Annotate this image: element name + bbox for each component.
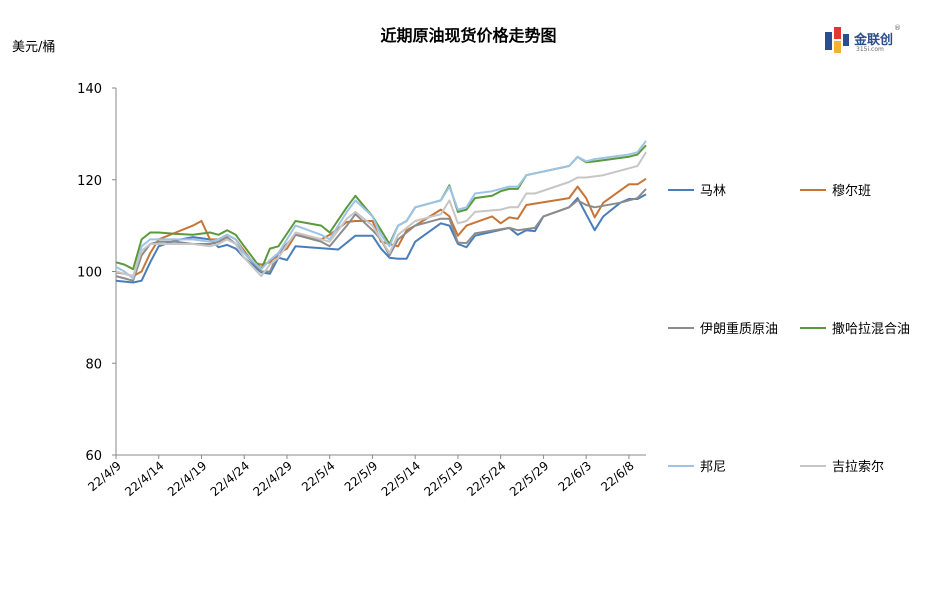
y-axis-unit-label: 美元/桶 (12, 40, 56, 55)
x-tick-label: 22/4/19 (165, 459, 209, 499)
y-tick-label: 80 (85, 357, 102, 372)
logo-mark-icon (825, 27, 849, 53)
logo-subtext: 315i.com (856, 46, 884, 53)
chart-title: 近期原油现货价格走势图 (380, 26, 557, 45)
brand-logo: 金联创 315i.com ® (822, 24, 906, 58)
x-tick-label: 22/6/8 (598, 459, 637, 495)
series-line-1 (115, 177, 647, 278)
legend-label-1: 穆尔班 (832, 184, 871, 199)
x-tick-label: 22/5/29 (507, 459, 551, 499)
y-tick-label: 100 (77, 266, 102, 281)
legend-label-5: 吉拉索尔 (832, 460, 884, 475)
series-line-4 (115, 140, 647, 280)
chart-axes: 608010012014022/4/922/4/1422/4/1922/4/24… (77, 82, 646, 499)
x-tick-label: 22/5/24 (464, 459, 508, 499)
x-tick-label: 22/6/3 (556, 459, 595, 495)
x-tick-label: 22/5/9 (342, 459, 381, 495)
y-tick-label: 60 (85, 449, 102, 464)
x-tick-label: 22/4/14 (122, 459, 166, 499)
y-tick-label: 120 (77, 174, 102, 189)
y-tick-label: 140 (77, 82, 102, 97)
series-line-5 (115, 151, 647, 278)
chart-series-lines (115, 140, 647, 284)
legend-label-4: 邦尼 (700, 460, 726, 475)
x-tick-label: 22/4/24 (208, 459, 252, 499)
logo-registered-mark: ® (894, 24, 901, 32)
legend-label-3: 撒哈拉混合油 (832, 321, 910, 337)
x-tick-label: 22/5/4 (299, 459, 338, 495)
logo-text: 金联创 (854, 33, 894, 48)
x-tick-label: 22/5/14 (379, 459, 423, 499)
legend-label-0: 马林 (700, 184, 726, 199)
x-tick-label: 22/4/29 (250, 459, 294, 499)
legend-label-2: 伊朗重质原油 (700, 321, 778, 337)
x-tick-label: 22/5/19 (421, 459, 465, 499)
